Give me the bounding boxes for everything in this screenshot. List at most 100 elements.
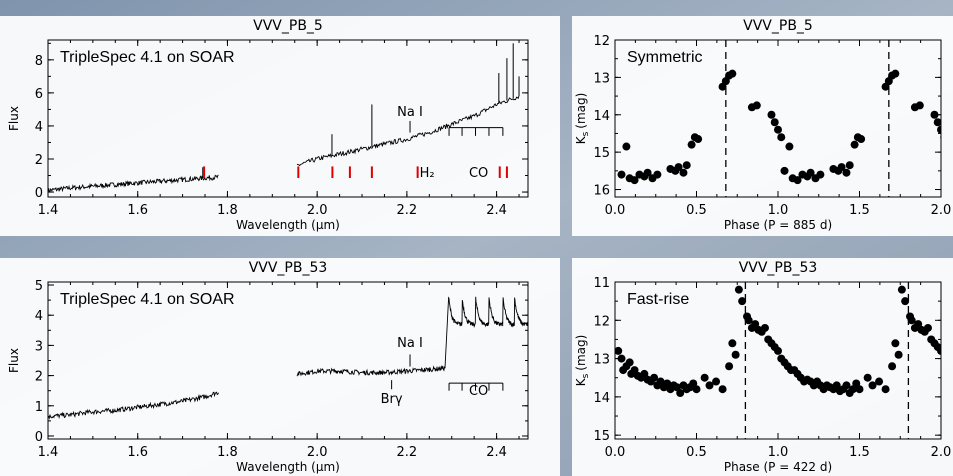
data-point: [617, 354, 626, 363]
annotation: CO: [469, 384, 488, 399]
data-point: [630, 176, 639, 185]
spectrum-segment: [296, 95, 520, 167]
y-axis-label-sub: s: [581, 373, 591, 378]
data-point: [850, 140, 859, 149]
data-point: [777, 133, 786, 142]
data-point: [744, 316, 753, 325]
y-axis-label-main: K: [574, 377, 588, 386]
y-tick-label: 15: [593, 429, 610, 444]
y-axis-label-unit: (mag): [574, 93, 588, 129]
data-point: [712, 377, 721, 386]
panel-lc_top: VVV_PB_5 0.0 0.5 1.0 1.5 2.0 12 13 14 15 16 Phase (…: [572, 16, 953, 236]
data-point: [845, 161, 854, 170]
y-axis-label: Ks (mag): [574, 93, 591, 145]
spectrum-segment: [296, 365, 446, 377]
x-tick-label: 2.0: [931, 445, 952, 460]
x-tick-label: 1.0: [768, 445, 789, 460]
data-point: [901, 297, 910, 306]
inset-title: Symmetric: [627, 49, 703, 66]
x-tick-label: 1.4: [38, 203, 59, 218]
y-tick-label: 8: [35, 54, 43, 69]
data-point: [785, 142, 794, 151]
y-axis-label-main: K: [574, 135, 588, 144]
data-point: [774, 125, 782, 134]
panel-spec_top: VVV_PB_5 1.4 1.6 1.8 2.0 2.2 2.4 0 2 4 6 8 Wavelengt…: [0, 16, 560, 236]
data-point: [752, 101, 761, 110]
x-tick-label: 0.0: [605, 445, 626, 460]
y-tick-label: 14: [593, 109, 610, 124]
data-point: [738, 297, 747, 306]
data-point: [868, 381, 877, 390]
panel-title: VVV_PB_5: [743, 18, 813, 34]
data-point: [888, 362, 897, 371]
data-point: [615, 346, 623, 355]
y-tick-label: 2: [35, 370, 43, 385]
annotation: H₂: [420, 166, 435, 181]
data-point: [728, 339, 737, 348]
x-axis-label: Wavelength (μm): [236, 218, 340, 232]
spectrum-segment: [48, 391, 219, 420]
x-tick-label: 1.5: [849, 203, 870, 218]
plot-area: [617, 40, 941, 197]
y-tick-label: 15: [593, 146, 610, 161]
data-point: [700, 373, 709, 382]
y-axis-label: Flux: [7, 106, 21, 131]
panel-background: [0, 258, 560, 476]
x-axis-label: Phase (P = 422 d): [724, 460, 832, 474]
data-point: [842, 168, 851, 177]
y-tick-label: 14: [593, 391, 610, 406]
y-tick-label: 12: [593, 34, 610, 49]
data-point: [915, 101, 924, 110]
data-point: [793, 176, 802, 185]
x-tick-label: 2.0: [307, 445, 328, 460]
y-axis-label-sub: s: [581, 131, 591, 136]
data-point: [687, 140, 696, 149]
data-point: [780, 166, 789, 175]
y-axis-label-unit: (mag): [574, 335, 588, 371]
data-point: [806, 168, 815, 177]
inset-title: TripleSpec 4.1 on SOAR: [60, 49, 235, 66]
data-point: [617, 170, 626, 179]
data-point: [705, 381, 714, 390]
y-tick-label: 11: [593, 276, 610, 291]
y-tick-label: 0: [35, 430, 43, 445]
y-axis-label: Ks (mag): [574, 335, 591, 387]
data-point: [863, 373, 872, 382]
y-tick-label: 6: [35, 87, 43, 102]
data-point: [767, 110, 776, 119]
data-point: [933, 118, 941, 127]
plot-area: [48, 43, 520, 193]
data-point: [643, 168, 652, 177]
x-tick-label: 1.8: [217, 203, 238, 218]
data-point: [679, 168, 688, 177]
panel-lc_bottom: VVV_PB_53 0.0 0.5 1.0 1.5 2.0 11 12 13 14 15 Phase …: [572, 258, 953, 476]
data-point: [728, 69, 737, 78]
data-point: [842, 381, 851, 390]
data-point: [857, 135, 866, 144]
y-tick-label: 1: [35, 400, 43, 415]
panel-background: [0, 16, 560, 236]
x-axis-label: Wavelength (μm): [236, 460, 340, 474]
y-tick-label: 13: [593, 353, 610, 368]
data-point: [760, 323, 769, 332]
y-tick-label: 2: [35, 153, 43, 168]
x-tick-label: 2.4: [486, 445, 507, 460]
data-point: [625, 358, 634, 367]
data-point: [907, 316, 916, 325]
data-point: [725, 362, 734, 371]
y-tick-label: 5: [35, 279, 43, 294]
spectrum-segment: [48, 174, 219, 193]
y-axis-label: Flux: [7, 348, 21, 373]
data-point: [891, 69, 900, 78]
x-tick-label: 1.0: [768, 203, 789, 218]
data-point: [875, 377, 884, 386]
x-tick-label: 0.5: [686, 203, 707, 218]
panel-title: VVV_PB_5: [253, 18, 323, 34]
data-point: [650, 373, 659, 382]
data-point: [682, 161, 691, 170]
co-band-spectrum: [444, 296, 528, 369]
x-tick-label: 1.6: [127, 445, 148, 460]
data-point: [692, 385, 701, 394]
